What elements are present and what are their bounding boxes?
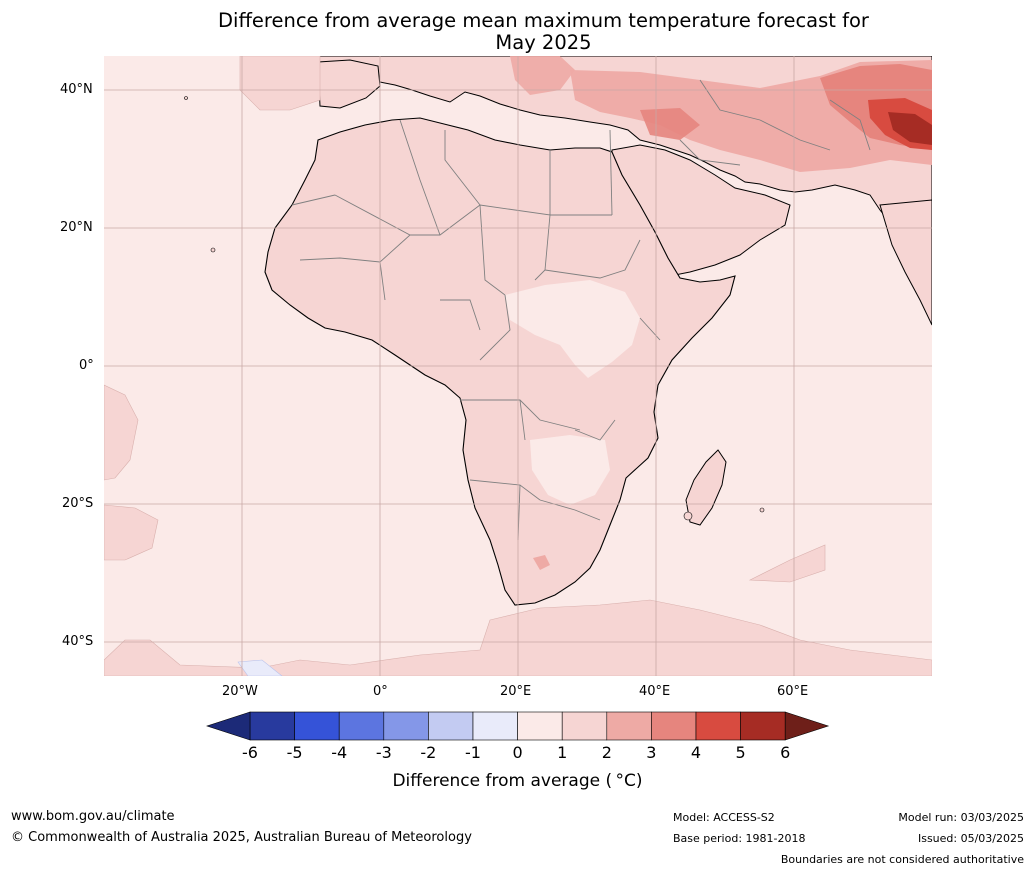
colorbar-under-arrow xyxy=(206,711,251,741)
island xyxy=(184,96,188,100)
colorbar-segment xyxy=(517,711,563,741)
colorbar-segment xyxy=(383,711,429,741)
colorbar-segment xyxy=(249,711,295,741)
madagascar-land xyxy=(685,449,727,526)
footer-issued: Issued: 05/03/2025 xyxy=(917,832,1024,845)
iberia-land xyxy=(317,59,381,109)
colorbar-tick-label: 0 xyxy=(512,743,523,762)
colorbar-tick-label: 6 xyxy=(780,743,791,762)
colorbar-over-arrow xyxy=(784,711,830,741)
africa-land xyxy=(264,117,736,606)
colorbar xyxy=(206,711,830,741)
india-land xyxy=(879,199,932,326)
footer-base-period: Base period: 1981-2018 xyxy=(673,832,806,845)
anomaly-2to3-balkans xyxy=(510,56,575,95)
colorbar-segment xyxy=(651,711,697,741)
colorbar-tick-label: -4 xyxy=(331,743,348,762)
colorbar-tick-label: -2 xyxy=(420,743,437,762)
ocean-patch-1to2-saharan-coast xyxy=(239,56,321,111)
lat-label-20n: 20°N xyxy=(60,220,93,235)
footer-copyright: © Commonwealth of Australia 2025, Austra… xyxy=(11,830,472,845)
colorbar-segment xyxy=(606,711,652,741)
anomaly-neg1to0-patch xyxy=(237,659,283,676)
colorbar-segment xyxy=(428,711,474,741)
lon-label-20e: 20°E xyxy=(500,684,532,699)
colorbar-tick-label: -1 xyxy=(465,743,481,762)
lon-label-40e: 40°E xyxy=(639,684,671,699)
colorbar-tick-label: 2 xyxy=(601,743,612,762)
island xyxy=(210,247,216,253)
lon-label-60e: 60°E xyxy=(777,684,809,699)
lat-label-40n: 40°N xyxy=(60,82,93,97)
colorbar-segment xyxy=(561,711,608,741)
lon-label-20w: 20°W xyxy=(222,684,258,699)
colorbar-segment xyxy=(695,711,741,741)
ocean-patch-1to2-atlantic xyxy=(104,504,159,561)
chart-title: Difference from average mean maximum tem… xyxy=(0,10,1035,54)
lat-label-0: 0° xyxy=(79,358,94,373)
footer-disclaimer: Boundaries are not considered authoritat… xyxy=(780,853,1024,866)
ocean-patch-1to2-west xyxy=(104,384,139,481)
anomaly-3to4-iraq xyxy=(640,108,700,140)
lon-label-0: 0° xyxy=(373,684,388,699)
lat-label-40s: 40°S xyxy=(62,634,94,649)
island xyxy=(759,507,765,513)
colorbar-tick-label: -5 xyxy=(286,743,303,762)
anomaly-5to6 xyxy=(888,112,932,145)
title-line-2: May 2025 xyxy=(495,31,592,54)
country-borders xyxy=(291,79,871,541)
colorbar-segment xyxy=(472,711,518,741)
footer-model-run: Model run: 03/03/2025 xyxy=(898,811,1024,824)
colorbar-tick-label: 5 xyxy=(735,743,746,762)
map-area xyxy=(104,56,932,676)
footer-model: Model: ACCESS-S2 xyxy=(673,811,775,824)
title-line-1: Difference from average mean maximum tem… xyxy=(218,9,869,32)
colorbar-tick-label: 4 xyxy=(690,743,702,762)
colorbar-segment xyxy=(740,711,786,741)
ocean-patch-1to2-indian xyxy=(748,544,826,583)
colorbar-tick-label: -3 xyxy=(375,743,392,762)
colorbar-tick-label: 3 xyxy=(646,743,657,762)
colorbar-tick-label: -6 xyxy=(242,743,258,762)
footer-url: www.bom.gov.au/climate xyxy=(11,809,175,824)
anomaly-2to3-south-africa xyxy=(533,555,550,570)
colorbar-tick-label: 1 xyxy=(557,743,568,762)
colorbar-segment xyxy=(338,711,385,741)
anomaly-0to1-central-africa xyxy=(505,280,640,378)
colorbar-segment xyxy=(294,711,340,741)
anomaly-0to1-southern-africa xyxy=(530,435,610,505)
island xyxy=(683,511,693,521)
lat-label-20s: 20°S xyxy=(62,496,94,511)
colorbar-label: Difference from average ( °C) xyxy=(392,771,643,791)
gridlines xyxy=(104,56,932,676)
